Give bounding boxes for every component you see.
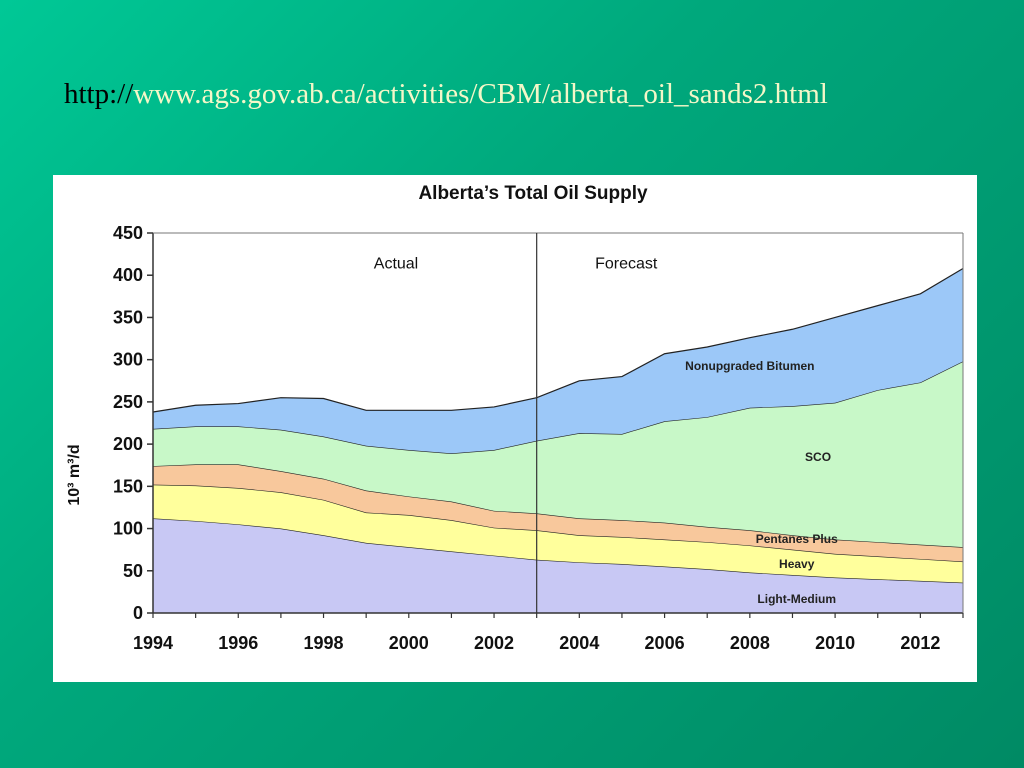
series-label: Light-Medium (757, 592, 836, 606)
x-tick-label: 2000 (389, 633, 429, 653)
x-tick-label: 2008 (730, 633, 770, 653)
area-series-2 (153, 464, 963, 562)
url-path: www.ags.gov.ab.ca/activities/CBM/alberta… (133, 78, 828, 110)
x-tick-label: 2012 (900, 633, 940, 653)
series-label-layer: Light-Medium Heavy Pentanes Plus SCO Nonupgr… (685, 359, 838, 606)
annotation-label: Forecast (595, 255, 658, 272)
x-tick-label: 1996 (218, 633, 258, 653)
area-boundary-4 (152, 267, 964, 413)
x-tick-label: 2010 (815, 633, 855, 653)
y-tick-label: 250 (113, 392, 143, 412)
chart-panel: Alberta’s Total Oil Supply 0 50 100 150 200 2… (53, 175, 977, 682)
annotation-layer: Actual Forecast (374, 255, 658, 272)
x-tick-label: 2002 (474, 633, 514, 653)
area-series-4 (153, 268, 963, 454)
y-axis-label: 10³ m³/d (66, 444, 83, 505)
area-layer (152, 267, 964, 613)
url-protocol: http:// (64, 78, 134, 110)
x-tick-label: 1994 (133, 633, 173, 653)
series-label: Pentanes Plus (756, 532, 838, 546)
annotation-label: Actual (374, 255, 418, 272)
series-label: Nonupgraded Bitumen (685, 359, 814, 373)
y-tick-label: 300 (113, 350, 143, 370)
y-tick-label: 50 (123, 561, 143, 581)
y-tick-label: 400 (113, 265, 143, 285)
y-tick-label: 200 (113, 434, 143, 454)
y-tick-label: 0 (133, 603, 143, 623)
series-label: Heavy (779, 557, 815, 571)
x-tick-label: 2006 (645, 633, 685, 653)
area-series-0 (153, 518, 963, 613)
x-tick-label: 2004 (559, 633, 599, 653)
area-series-1 (153, 484, 963, 583)
x-tick-label: 1998 (304, 633, 344, 653)
series-label: SCO (805, 450, 831, 464)
y-tick-label: 450 (113, 223, 143, 243)
y-tick-label: 350 (113, 307, 143, 327)
y-tick-label: 150 (113, 476, 143, 496)
source-url[interactable]: http://www.ags.gov.ab.ca/activities/CBM/… (64, 78, 828, 111)
oil-supply-chart: Alberta’s Total Oil Supply 0501001502002… (66, 183, 964, 653)
chart-title: Alberta’s Total Oil Supply (418, 183, 648, 204)
axes-layer: 0 50 100 150 200 250 300 350 400 450 1994 1996 1998 2… (113, 223, 964, 653)
y-tick-label: 100 (113, 519, 143, 539)
